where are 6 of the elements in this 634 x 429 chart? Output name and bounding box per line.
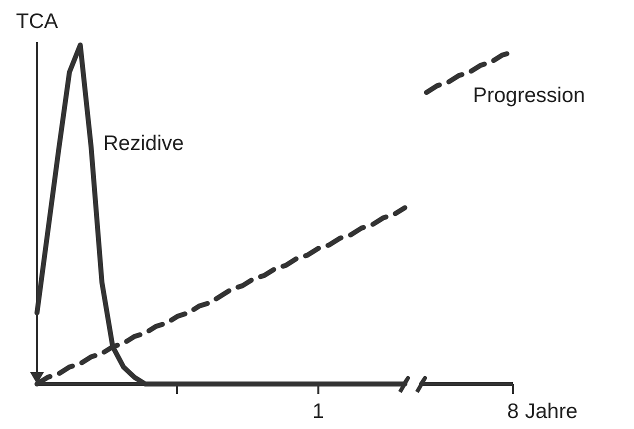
x-tick-label: 1 bbox=[312, 400, 324, 423]
y-axis-title: TCA bbox=[16, 10, 58, 33]
x-tick-label: 8 bbox=[507, 400, 519, 423]
x-axis-title: Jahre bbox=[525, 400, 578, 423]
series-label: Progression bbox=[473, 84, 586, 107]
series-label: Rezidive bbox=[103, 132, 184, 155]
